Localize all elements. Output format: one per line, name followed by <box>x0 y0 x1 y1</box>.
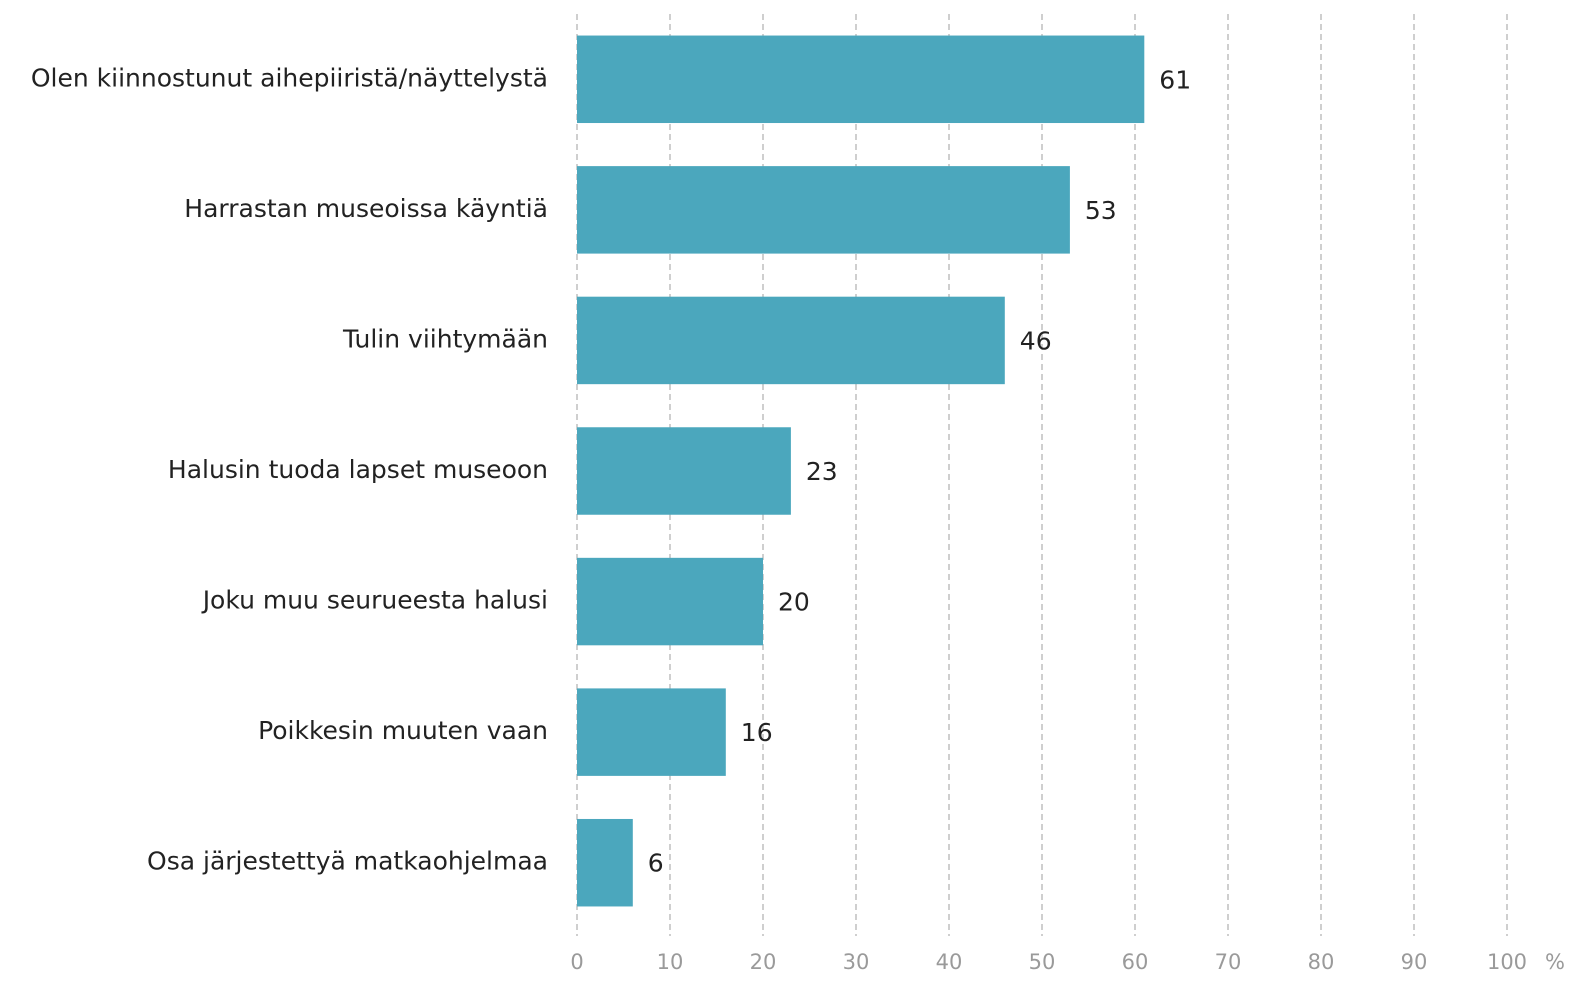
bar <box>577 427 791 515</box>
value-label: 20 <box>778 588 810 617</box>
bar <box>577 557 763 646</box>
x-tick-label: 40 <box>936 950 963 974</box>
value-label: 16 <box>741 718 773 747</box>
x-tick-label: 10 <box>657 950 684 974</box>
x-tick-label: 70 <box>1215 950 1242 974</box>
x-tick-label: 100 <box>1487 950 1527 974</box>
y-tick-label: Halusin tuoda lapset museoon <box>168 455 548 484</box>
bar <box>577 296 1005 385</box>
y-tick-label: Joku muu seurueesta halusi <box>201 586 548 615</box>
value-label: 61 <box>1159 65 1191 94</box>
y-tick-label: Osa järjestettyä matkaohjelmaa <box>147 847 548 876</box>
bar <box>577 818 633 907</box>
x-tick-label: 60 <box>1122 950 1149 974</box>
value-label: 53 <box>1085 196 1117 225</box>
bar <box>577 35 1145 124</box>
y-tick-label: Olen kiinnostunut aihepiiristä/näyttelys… <box>31 63 548 92</box>
bar <box>577 166 1070 254</box>
x-tick-label: 30 <box>843 950 870 974</box>
x-tick-label: 90 <box>1401 950 1428 974</box>
y-tick-label: Poikkesin muuten vaan <box>258 716 548 745</box>
value-label: 6 <box>648 849 664 878</box>
value-label: 46 <box>1020 326 1052 355</box>
x-axis-label: % <box>1545 950 1565 974</box>
x-tick-label: 0 <box>570 950 583 974</box>
value-label: 23 <box>806 457 838 486</box>
y-tick-label: Harrastan museoissa käyntiä <box>184 194 548 223</box>
bar <box>577 688 726 776</box>
y-tick-label: Tulin viihtymään <box>342 324 548 353</box>
x-tick-label: 50 <box>1029 950 1056 974</box>
x-tick-label: 20 <box>750 950 777 974</box>
x-tick-label: 80 <box>1308 950 1335 974</box>
